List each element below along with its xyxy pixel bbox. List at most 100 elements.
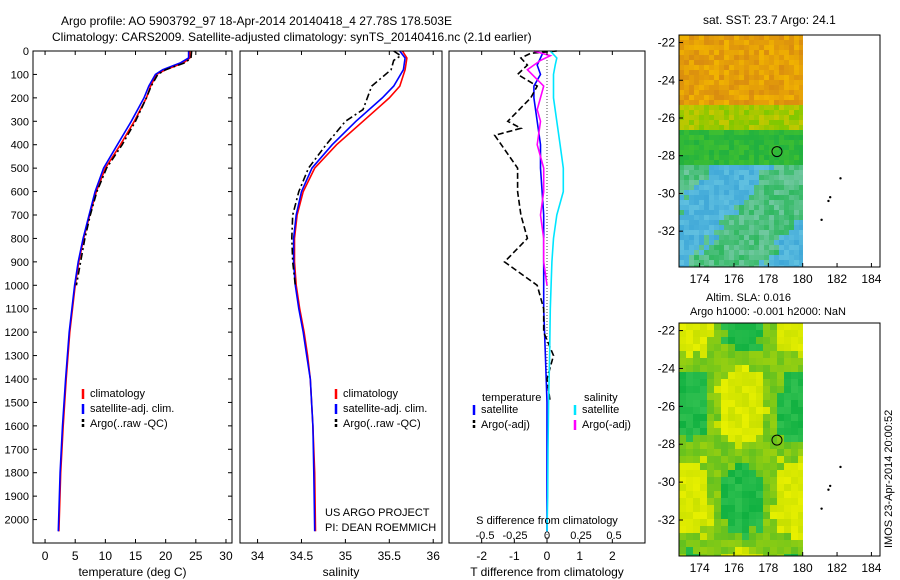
- map-cell: [770, 547, 778, 555]
- map-cell: [749, 554, 757, 557]
- x-tick-label: 176: [724, 561, 744, 575]
- map-cell: [770, 435, 778, 443]
- map-cell: [749, 175, 755, 181]
- map-cell: [689, 110, 695, 116]
- x-axis-label: temperature (deg C): [78, 565, 186, 579]
- map-cell: [700, 407, 708, 415]
- map-cell: [679, 60, 685, 66]
- map-cell: [789, 130, 795, 136]
- map-cell: [686, 477, 694, 485]
- map-cell: [700, 491, 708, 499]
- map-cell: [798, 323, 803, 331]
- y-tick-label: 1600: [5, 421, 29, 433]
- map-cell: [694, 185, 700, 191]
- map-cell: [719, 80, 725, 86]
- map-cell: [794, 60, 800, 66]
- map-cell: [791, 554, 799, 557]
- map-cell: [739, 220, 745, 226]
- map-cell: [784, 449, 792, 457]
- map-cell: [799, 135, 803, 141]
- map-cell: [699, 50, 705, 56]
- map-cell: [700, 323, 708, 331]
- map-cell: [684, 145, 690, 151]
- map-cell: [704, 90, 710, 96]
- map-cell: [679, 230, 685, 236]
- map-cell: [770, 330, 778, 338]
- map-cell: [707, 526, 715, 534]
- map-cell: [693, 442, 701, 450]
- map-cell: [770, 484, 778, 492]
- map-cell: [735, 421, 743, 429]
- map-cell: [799, 65, 803, 71]
- map-cell: [693, 498, 701, 506]
- map-cell: [735, 491, 743, 499]
- map-cell: [679, 140, 685, 146]
- map-cell: [704, 235, 710, 241]
- map-cell: [769, 180, 775, 186]
- float-position-marker: [771, 434, 783, 446]
- map-cell: [694, 135, 700, 141]
- map-cell: [777, 407, 785, 415]
- map-cell: [735, 372, 743, 380]
- map-cell: [777, 344, 785, 352]
- map-cell: [749, 200, 755, 206]
- map-cell: [744, 235, 750, 241]
- y-tick-label: 1700: [5, 444, 29, 456]
- y-tick-label: 700: [11, 210, 29, 222]
- map-cell: [686, 484, 694, 492]
- map-cell: [694, 230, 700, 236]
- x-tick-label: 34.5: [290, 549, 314, 563]
- map-cell: [799, 210, 803, 216]
- map-cell: [694, 170, 700, 176]
- map-cell: [707, 372, 715, 380]
- map-cell: [719, 120, 725, 126]
- map-cell: [794, 225, 800, 231]
- map-cell: [679, 235, 685, 241]
- map-cell: [714, 55, 720, 61]
- map-cell: [799, 75, 803, 81]
- map-cell: [789, 95, 795, 101]
- map-cell: [693, 428, 701, 436]
- map-cell: [728, 337, 736, 345]
- map-cell: [709, 195, 715, 201]
- map-cell: [770, 463, 778, 471]
- map-cell: [794, 260, 800, 266]
- map-cell: [679, 470, 687, 478]
- map-cell: [724, 50, 730, 56]
- map-cell: [749, 90, 755, 96]
- map-cell: [704, 140, 710, 146]
- map-cell: [714, 160, 720, 166]
- map-cell: [719, 150, 725, 156]
- map-cell: [709, 40, 715, 46]
- map-cell: [744, 225, 750, 231]
- map-cell: [734, 105, 740, 111]
- map-cell: [709, 140, 715, 146]
- map-cell: [699, 85, 705, 91]
- map-cell: [789, 135, 795, 141]
- map-cell: [774, 145, 780, 151]
- map-cell: [769, 45, 775, 51]
- map-cell: [694, 125, 700, 131]
- map-cell: [774, 125, 780, 131]
- map-cell: [749, 372, 757, 380]
- map-cell: [719, 185, 725, 191]
- map-cell: [749, 456, 757, 464]
- map-cell: [794, 35, 800, 41]
- map-cell: [684, 240, 690, 246]
- map-cell: [689, 180, 695, 186]
- y-tick-label: -24: [658, 361, 676, 375]
- map-cell: [735, 547, 743, 555]
- island-marker: [828, 484, 832, 488]
- map-cell: [789, 215, 795, 221]
- map-cell: [774, 200, 780, 206]
- map-cell: [784, 220, 790, 226]
- map-cell: [784, 240, 790, 246]
- map-cell: [707, 393, 715, 401]
- map-cell: [709, 215, 715, 221]
- map-cell: [749, 60, 755, 66]
- map-cell: [774, 245, 780, 251]
- map-cell: [749, 160, 755, 166]
- map-cell: [704, 195, 710, 201]
- map-cell: [754, 35, 760, 41]
- map-cell: [763, 463, 771, 471]
